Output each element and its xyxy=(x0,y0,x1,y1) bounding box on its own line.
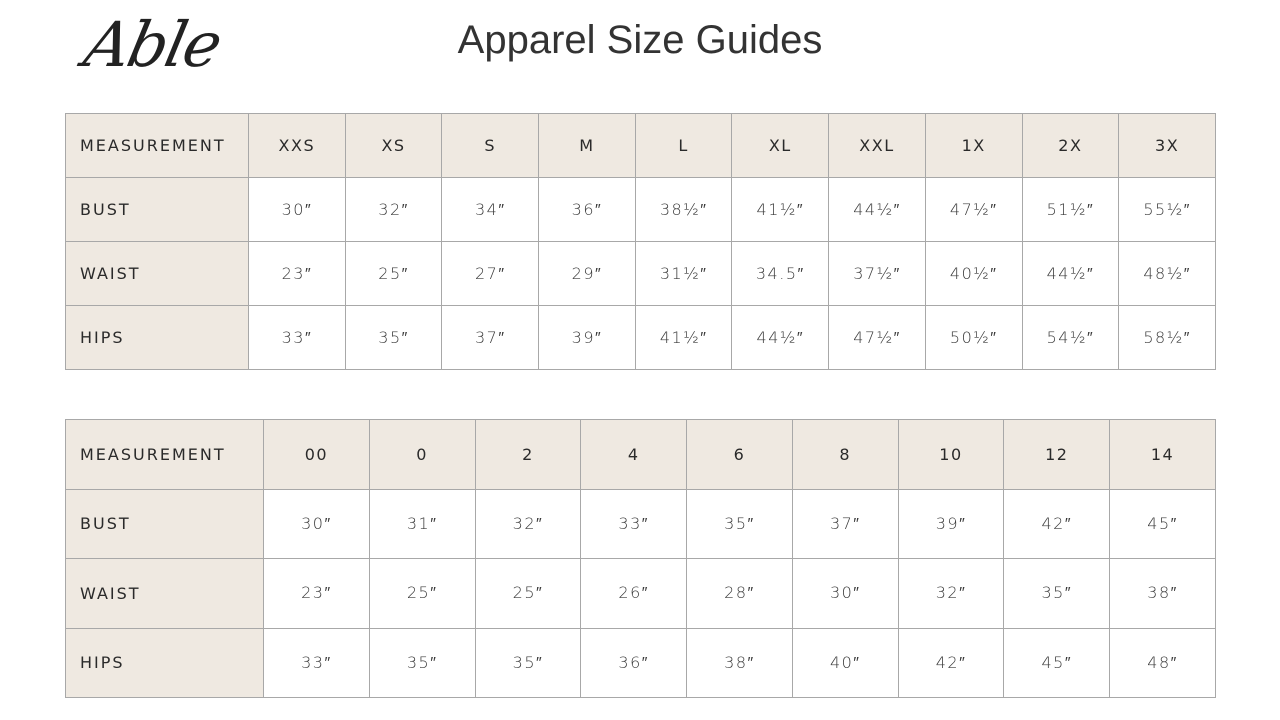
measurement-cell: 45″ xyxy=(1003,627,1111,698)
measurement-cell: 37″ xyxy=(441,305,540,370)
size-header: XS xyxy=(344,113,443,178)
measurement-cell: 42″ xyxy=(897,627,1005,698)
letter-size-table: MEASUREMENT XXS XS S M L XL XXL 1X 2X 3X BUST 30″ 32″… xyxy=(65,113,1216,370)
table-row: BUST 30″ 31″ 32″ 33″ 35″ 37″ 39″ 42″ 45″ xyxy=(65,488,1216,559)
size-header: M xyxy=(538,113,636,178)
measurement-cell: 25″ xyxy=(474,558,582,629)
measurement-cell: 32″ xyxy=(897,558,1005,629)
table-row: WAIST 23″ 25″ 27″ 29″ 31½″ 34.5″ 37½″ 40½″ 44½″ 48… xyxy=(65,241,1216,306)
size-header: 12 xyxy=(1003,419,1111,490)
row-label: WAIST xyxy=(65,241,249,306)
measurement-cell: 38″ xyxy=(686,627,793,698)
measurement-cell: 37″ xyxy=(791,488,899,559)
size-header: 8 xyxy=(791,419,899,490)
row-label: HIPS xyxy=(65,305,249,370)
measurement-cell: 38″ xyxy=(1109,558,1216,629)
measurement-cell: 54½″ xyxy=(1021,305,1120,370)
measurement-cell: 47½″ xyxy=(924,177,1023,242)
measurement-cell: 58½″ xyxy=(1118,305,1216,370)
size-header: XXL xyxy=(828,113,926,178)
measurement-cell: 40″ xyxy=(791,627,899,698)
table-row: HIPS 33″ 35″ 35″ 36″ 38″ 40″ 42″ 45″ 48″ xyxy=(65,627,1216,698)
size-header: L xyxy=(634,113,733,178)
measurement-cell: 36″ xyxy=(580,627,688,698)
header-row: MEASUREMENT 00 0 2 4 6 8 10 12 14 xyxy=(65,419,1216,490)
row-label: BUST xyxy=(65,488,264,559)
measurement-cell: 30″ xyxy=(791,558,899,629)
size-header: 2X xyxy=(1021,113,1120,178)
row-label: HIPS xyxy=(65,627,264,698)
size-header: XXS xyxy=(248,113,346,178)
measurement-header: MEASUREMENT xyxy=(65,113,249,178)
measurement-cell: 34″ xyxy=(441,177,540,242)
measurement-cell: 23″ xyxy=(248,241,346,306)
size-header: 4 xyxy=(580,419,688,490)
measurement-cell: 38½″ xyxy=(634,177,733,242)
size-header: 1X xyxy=(924,113,1023,178)
measurement-cell: 35″ xyxy=(686,488,793,559)
measurement-cell: 35″ xyxy=(1003,558,1111,629)
measurement-cell: 44½″ xyxy=(1021,241,1120,306)
measurement-cell: 36″ xyxy=(538,177,636,242)
table-row: HIPS 33″ 35″ 37″ 39″ 41½″ 44½″ 47½″ 50½″ 54½″ 58½″ xyxy=(65,305,1216,370)
measurement-cell: 32″ xyxy=(474,488,582,559)
measurement-cell: 33″ xyxy=(580,488,688,559)
measurement-cell: 48″ xyxy=(1109,627,1216,698)
table-row: WAIST 23″ 25″ 25″ 26″ 28″ 30″ 32″ 35″ 38″ xyxy=(65,558,1216,629)
measurement-cell: 45″ xyxy=(1109,488,1216,559)
size-header: 14 xyxy=(1109,419,1216,490)
measurement-cell: 30″ xyxy=(263,488,370,559)
measurement-cell: 40½″ xyxy=(924,241,1023,306)
measurement-cell: 34.5″ xyxy=(731,241,830,306)
measurement-cell: 39″ xyxy=(538,305,636,370)
row-label: WAIST xyxy=(65,558,264,629)
measurement-cell: 37½″ xyxy=(828,241,926,306)
size-header: 2 xyxy=(474,419,582,490)
size-header: 10 xyxy=(897,419,1005,490)
measurement-cell: 23″ xyxy=(263,558,370,629)
measurement-cell: 35″ xyxy=(474,627,582,698)
measurement-cell: 41½″ xyxy=(731,177,830,242)
measurement-cell: 26″ xyxy=(580,558,688,629)
measurement-header: MEASUREMENT xyxy=(65,419,264,490)
measurement-cell: 28″ xyxy=(686,558,793,629)
measurement-cell: 35″ xyxy=(368,627,476,698)
measurement-cell: 44½″ xyxy=(731,305,830,370)
measurement-cell: 35″ xyxy=(344,305,443,370)
table-row: BUST 30″ 32″ 34″ 36″ 38½″ 41½″ 44½″ 47½″ 51½″ 55½″ xyxy=(65,177,1216,242)
measurement-cell: 25″ xyxy=(368,558,476,629)
size-header: XL xyxy=(731,113,830,178)
size-header: 3X xyxy=(1118,113,1216,178)
measurement-cell: 51½″ xyxy=(1021,177,1120,242)
measurement-cell: 30″ xyxy=(248,177,346,242)
measurement-cell: 39″ xyxy=(897,488,1005,559)
measurement-cell: 33″ xyxy=(248,305,346,370)
numeric-size-table: MEASUREMENT 00 0 2 4 6 8 10 12 14 BUST 30″ 31″ 32″ 33″… xyxy=(65,419,1216,698)
measurement-cell: 27″ xyxy=(441,241,540,306)
measurement-cell: 42″ xyxy=(1003,488,1111,559)
header-row: MEASUREMENT XXS XS S M L XL XXL 1X 2X 3X xyxy=(65,113,1216,178)
measurement-cell: 41½″ xyxy=(634,305,733,370)
measurement-cell: 29″ xyxy=(538,241,636,306)
measurement-cell: 31″ xyxy=(368,488,476,559)
measurement-cell: 32″ xyxy=(344,177,443,242)
size-header: S xyxy=(441,113,540,178)
measurement-cell: 25″ xyxy=(344,241,443,306)
measurement-cell: 33″ xyxy=(263,627,370,698)
page-title: Apparel Size Guides xyxy=(457,18,823,62)
measurement-cell: 55½″ xyxy=(1118,177,1216,242)
size-header: 0 xyxy=(368,419,476,490)
measurement-cell: 44½″ xyxy=(828,177,926,242)
size-header: 00 xyxy=(263,419,370,490)
size-header: 6 xyxy=(686,419,793,490)
measurement-cell: 31½″ xyxy=(634,241,733,306)
measurement-cell: 48½″ xyxy=(1118,241,1216,306)
measurement-cell: 50½″ xyxy=(924,305,1023,370)
row-label: BUST xyxy=(65,177,249,242)
measurement-cell: 47½″ xyxy=(828,305,926,370)
